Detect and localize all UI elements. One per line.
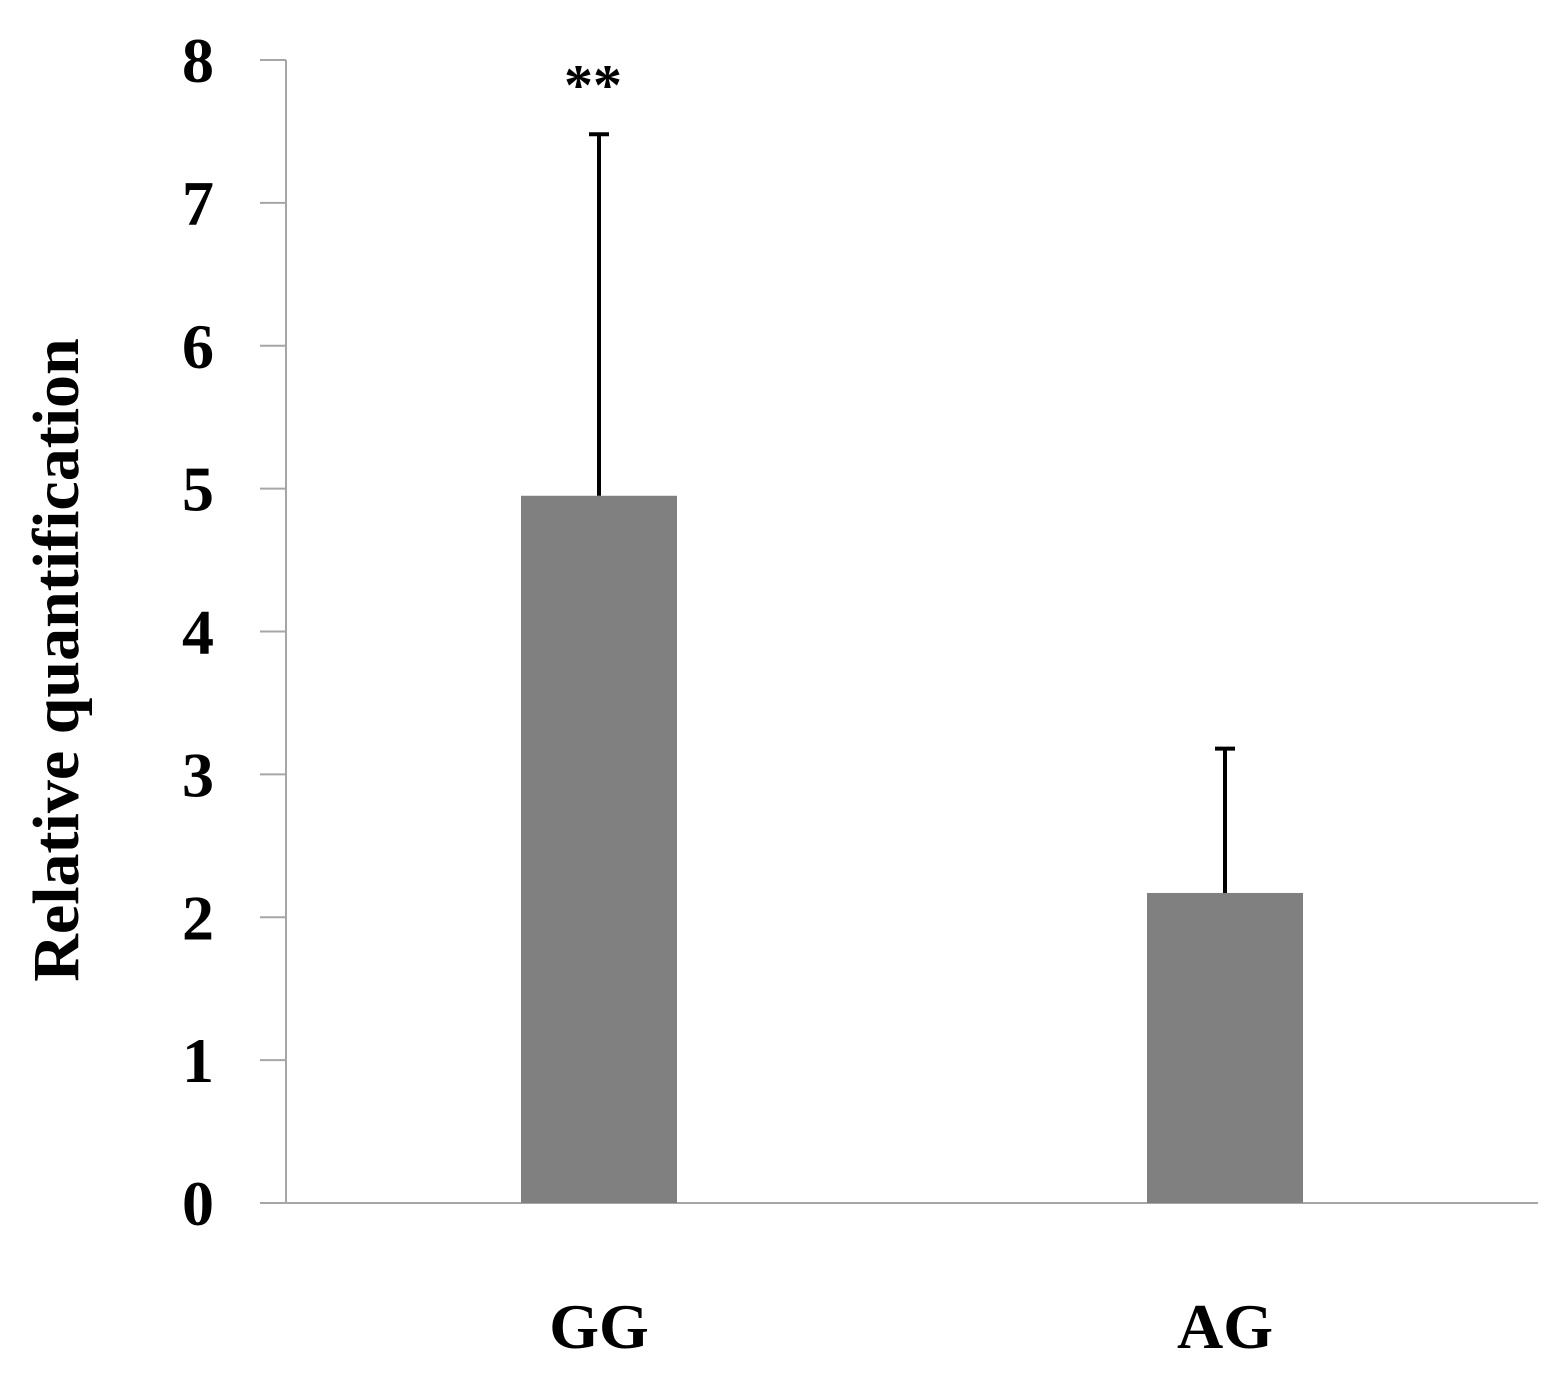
- y-tick-label-4: 4: [182, 597, 214, 668]
- annotations: **: [564, 52, 622, 117]
- axes-layer: [260, 60, 1538, 1204]
- y-tick-label-7: 7: [182, 168, 214, 239]
- x-category-label-gg: GG: [549, 1291, 649, 1362]
- y-tick-label-6: 6: [182, 311, 214, 382]
- error-bars: [589, 132, 1235, 893]
- bar-ag: [1147, 892, 1303, 1203]
- bars: [521, 495, 1303, 1203]
- y-axis-title: Relative quantification: [20, 338, 93, 981]
- category-labels: GG AG: [549, 1291, 1273, 1362]
- significance-marker-gg: **: [564, 52, 622, 117]
- y-tick-label-8: 8: [182, 25, 214, 96]
- y-tick-label-5: 5: [182, 454, 214, 525]
- y-ticks: 0 1 2 3 4 5 6 7 8: [182, 25, 286, 1239]
- y-tick-label-2: 2: [182, 882, 214, 953]
- y-tick-label-0: 0: [182, 1168, 214, 1239]
- y-tick-label-1: 1: [182, 1025, 214, 1096]
- x-category-label-ag: AG: [1177, 1291, 1273, 1362]
- bar-gg: [521, 495, 677, 1203]
- y-tick-label-3: 3: [182, 739, 214, 810]
